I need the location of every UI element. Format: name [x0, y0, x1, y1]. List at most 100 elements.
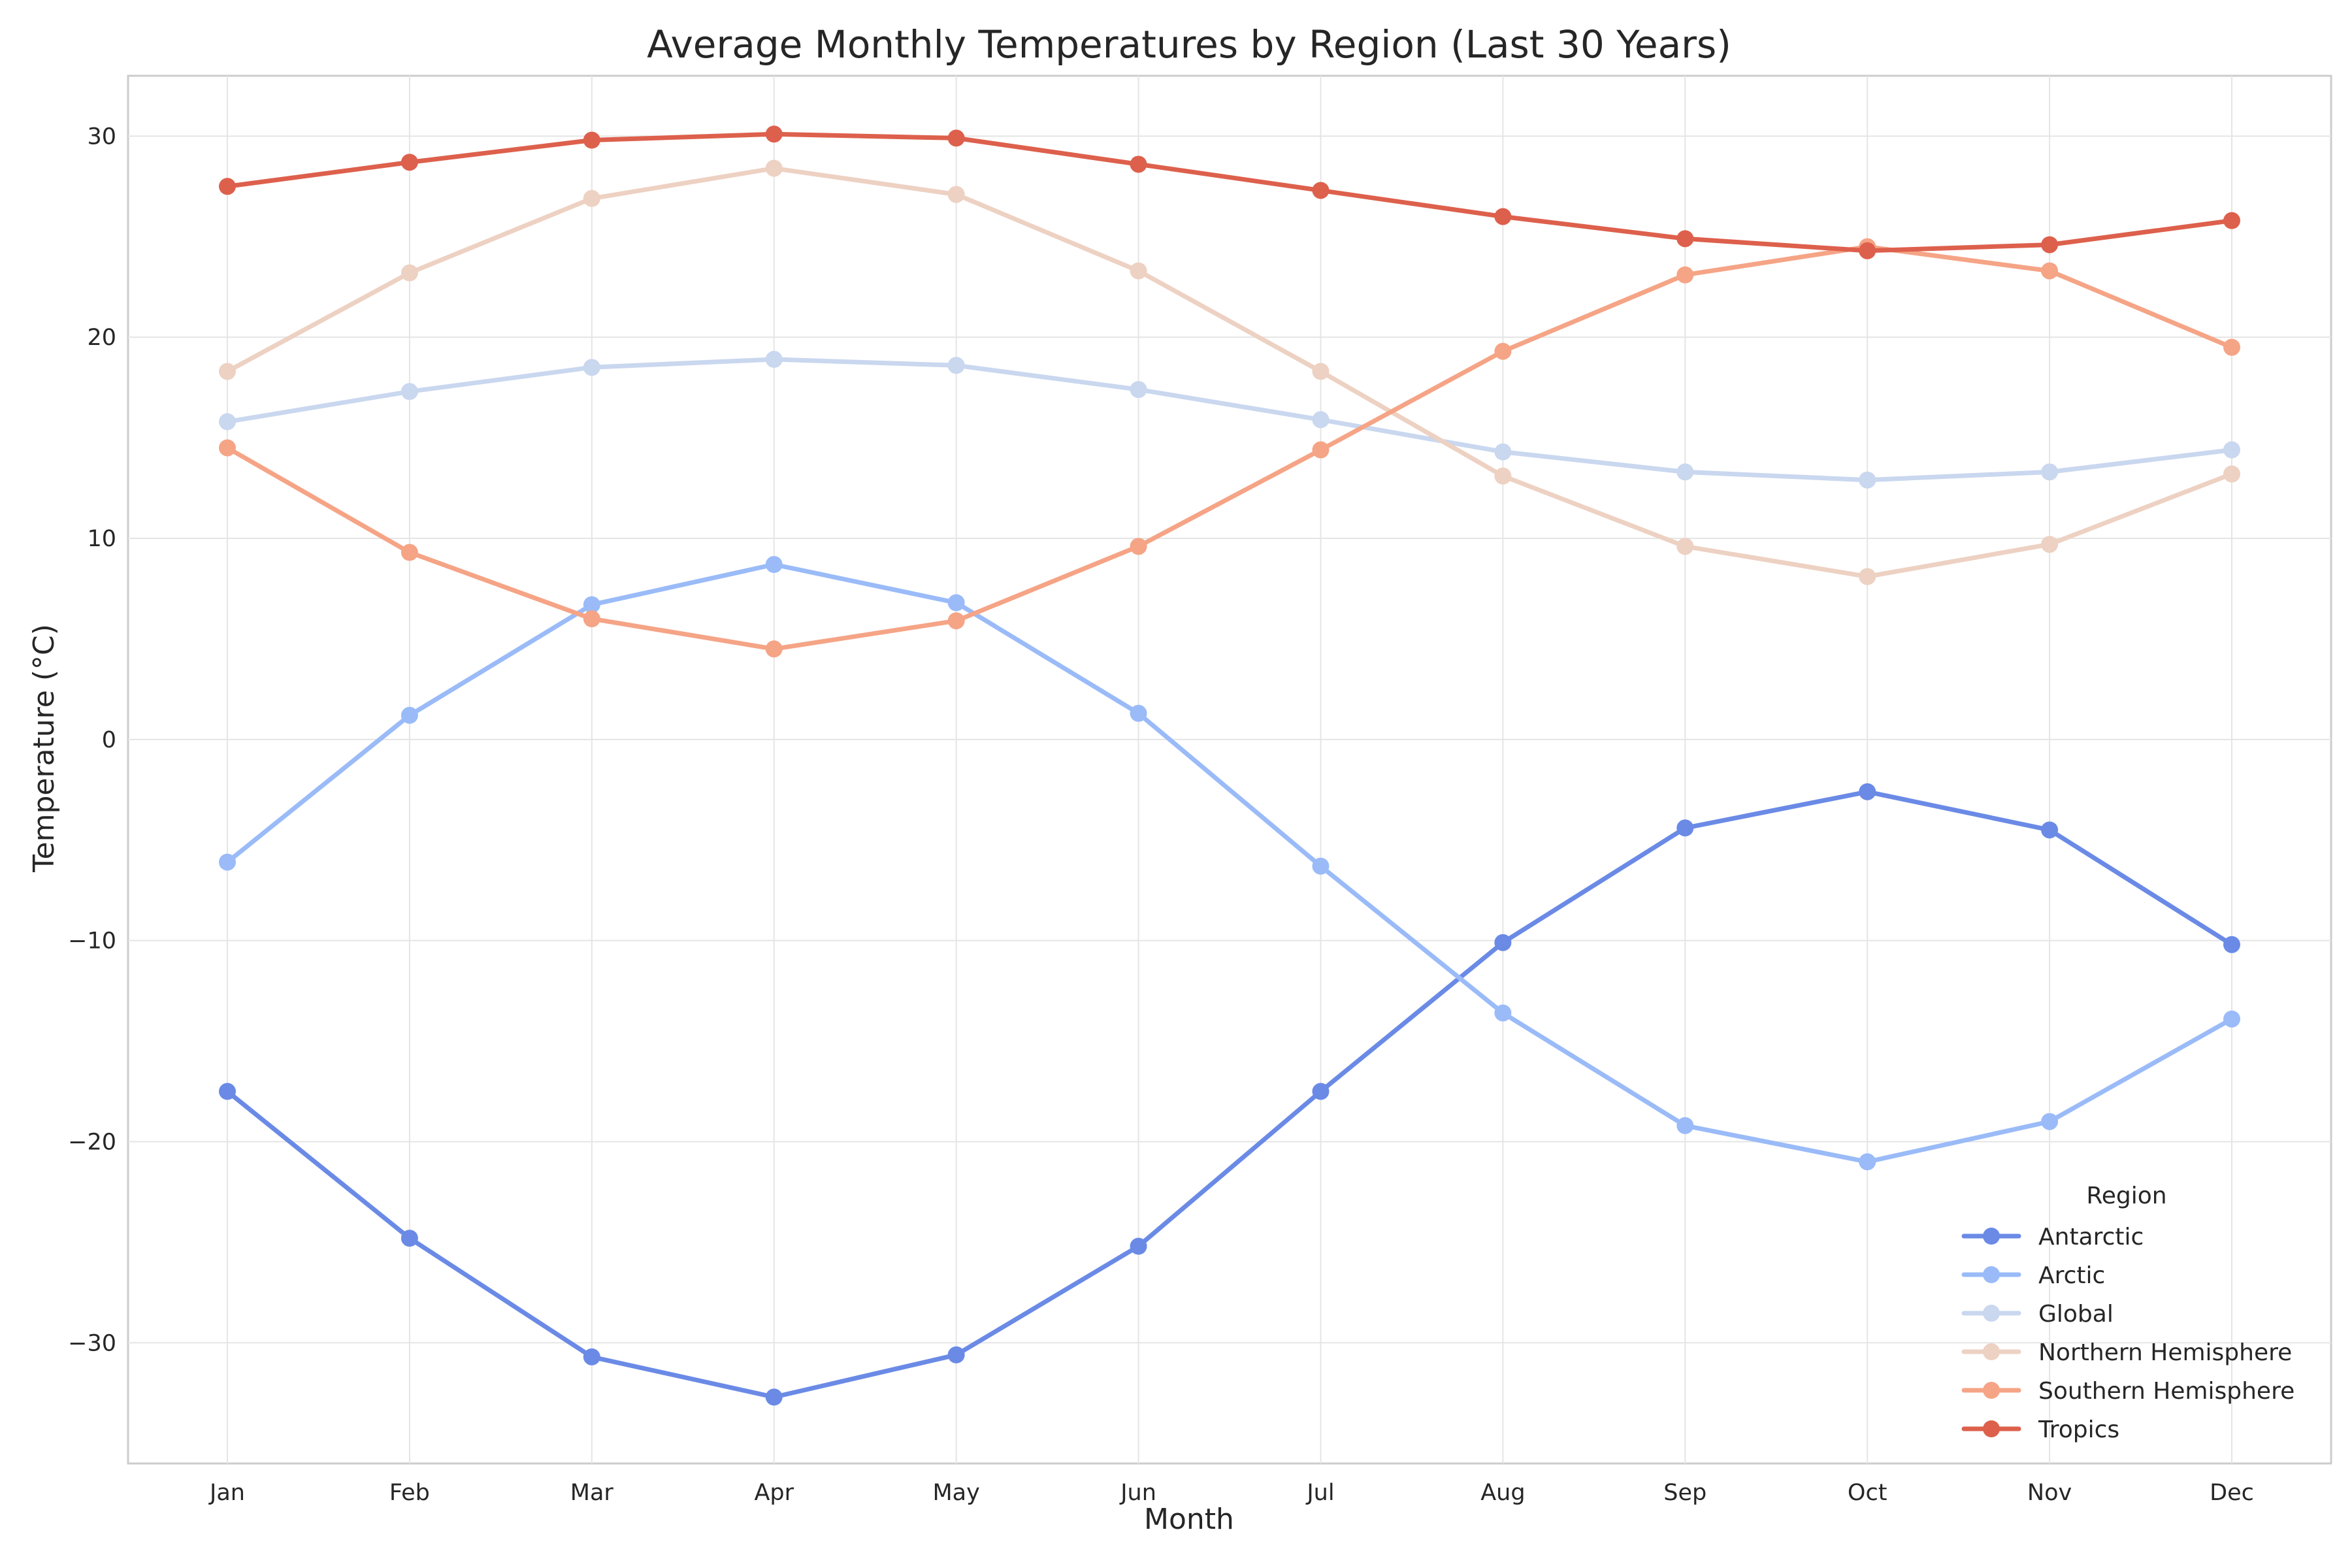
data-point — [219, 178, 236, 195]
data-point — [1130, 381, 1147, 399]
x-tick-label: Apr — [754, 1480, 794, 1506]
y-tick-label: 10 — [87, 526, 116, 552]
series-line-antarctic — [225, 789, 2234, 1399]
legend-label: Arctic — [2038, 1262, 2105, 1289]
data-point — [765, 556, 783, 574]
data-point — [400, 154, 418, 171]
legend-item-arctic: Arctic — [1961, 1262, 2105, 1289]
data-point — [1130, 1237, 1147, 1255]
data-point — [1312, 411, 1330, 429]
data-point — [765, 125, 783, 143]
data-point — [765, 351, 783, 368]
data-point — [2223, 441, 2240, 459]
legend-label: Northern Hemisphere — [2038, 1339, 2292, 1366]
data-point — [2223, 212, 2240, 229]
data-point — [1130, 538, 1147, 555]
x-tick-label: Oct — [1848, 1480, 1887, 1506]
series-line-tropics — [225, 131, 2234, 253]
data-point — [1494, 934, 1512, 951]
legend-swatch-marker — [1983, 1382, 2000, 1399]
series-northern-hemisphere — [219, 159, 2240, 585]
data-point — [947, 186, 965, 203]
data-point — [2223, 465, 2240, 483]
data-point — [1859, 242, 1876, 259]
legend-swatch-marker — [1983, 1266, 2000, 1283]
data-point — [583, 596, 600, 613]
data-point — [2041, 536, 2059, 553]
plot-area: −30 −20 −10 0 10 20 30 Jan Feb Mar Apr May Jun Jul Au… — [68, 74, 2332, 1506]
x-tick-label: Jun — [1119, 1480, 1156, 1506]
data-point — [2041, 463, 2059, 481]
x-tick-label: Aug — [1480, 1480, 1525, 1506]
data-point — [1130, 704, 1147, 722]
x-tick-label: May — [932, 1480, 979, 1506]
data-point — [2041, 236, 2059, 253]
data-point — [1676, 819, 1694, 837]
legend-label: Southern Hemisphere — [2038, 1378, 2295, 1405]
legend-item-antarctic: Antarctic — [1961, 1224, 2144, 1250]
data-point — [947, 129, 965, 147]
x-tick-label: Sep — [1663, 1480, 1707, 1506]
data-point — [2041, 821, 2059, 839]
series-line-northern-hemisphere — [225, 166, 2234, 579]
data-point — [219, 439, 236, 457]
data-point — [947, 594, 965, 612]
data-point — [583, 1348, 600, 1365]
data-point — [947, 1346, 965, 1364]
data-point — [1312, 857, 1330, 875]
data-point — [400, 383, 418, 400]
series-lines — [219, 125, 2240, 1406]
data-point — [1676, 463, 1694, 481]
legend-items: Antarctic Arctic Global Northern Hemisphere… — [1961, 1224, 2295, 1443]
data-point — [2223, 1010, 2240, 1028]
series-tropics — [219, 125, 2240, 259]
data-point — [400, 1230, 418, 1247]
y-tick-label: 0 — [102, 727, 116, 753]
data-point — [1130, 262, 1147, 280]
x-tick-label: Feb — [389, 1480, 430, 1506]
legend-item-tropics: Tropics — [1961, 1416, 2119, 1443]
y-tick-label: −20 — [68, 1129, 116, 1155]
data-point — [765, 640, 783, 658]
x-axis-label: Month — [1144, 1503, 1234, 1536]
data-point — [1676, 230, 1694, 248]
data-point — [2041, 1113, 2059, 1130]
data-point — [219, 363, 236, 380]
y-tick-label: 20 — [87, 325, 116, 351]
data-point — [1859, 1153, 1876, 1171]
data-point — [1494, 342, 1512, 360]
data-point — [2223, 936, 2240, 953]
data-point — [947, 612, 965, 630]
y-tick-label: −10 — [68, 928, 116, 955]
series-arctic — [219, 556, 2240, 1171]
data-point — [765, 159, 783, 177]
x-tick-label: Nov — [2027, 1480, 2072, 1506]
data-point — [583, 131, 600, 149]
data-point — [1494, 443, 1512, 461]
data-point — [583, 359, 600, 376]
data-point — [1494, 208, 1512, 225]
data-point — [1676, 266, 1694, 284]
x-tick-label: Dec — [2210, 1480, 2254, 1506]
data-point — [1312, 182, 1330, 199]
data-point — [765, 1388, 783, 1406]
data-point — [1312, 441, 1330, 459]
data-point — [1676, 1117, 1694, 1134]
legend-swatch-marker — [1983, 1228, 2000, 1245]
legend-title: Region — [2086, 1183, 2166, 1209]
x-tick-label: Mar — [570, 1480, 614, 1506]
series-global — [219, 351, 2240, 489]
x-tick-label: Jul — [1305, 1480, 1334, 1506]
data-point — [1859, 783, 1876, 800]
legend-label: Antarctic — [2038, 1224, 2144, 1250]
y-tick-label: 30 — [87, 123, 116, 150]
legend-item-northern-hemisphere: Northern Hemisphere — [1961, 1339, 2292, 1366]
data-point — [1859, 568, 1876, 585]
data-point — [1494, 1004, 1512, 1022]
legend-swatch-marker — [1983, 1343, 2000, 1360]
series-line-arctic — [225, 562, 2234, 1164]
data-point — [583, 189, 600, 207]
series-antarctic — [219, 783, 2240, 1406]
